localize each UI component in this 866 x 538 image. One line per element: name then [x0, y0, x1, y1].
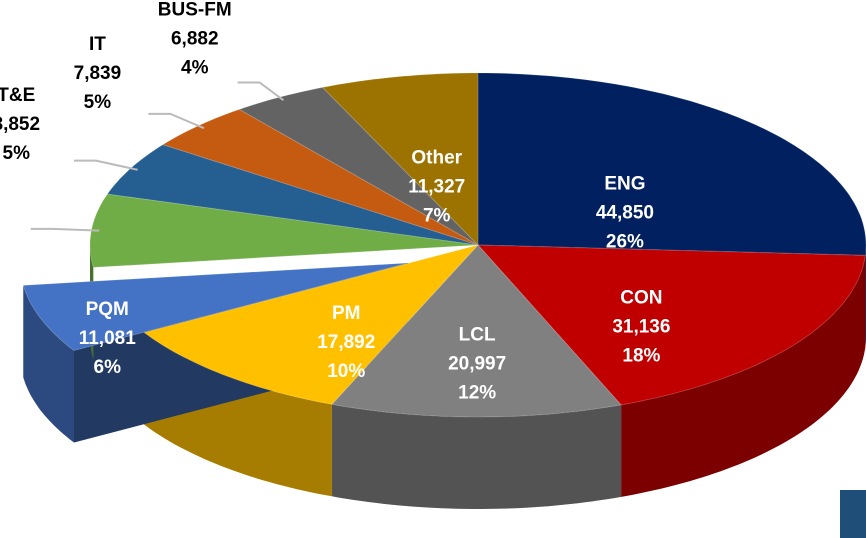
legend-fragment: [840, 490, 866, 538]
data-label: 10%: [327, 361, 365, 382]
slice: [321, 72, 479, 247]
data-label: LCL: [459, 324, 496, 345]
leader-line: [74, 159, 138, 171]
data-label: ENG: [604, 174, 645, 195]
slice: [142, 244, 480, 405]
data-label: 26%: [606, 232, 644, 253]
data-label: 7,839: [74, 63, 122, 84]
data-label: T&E: [0, 85, 35, 106]
data-label: 12%: [458, 382, 496, 403]
data-label: 5%: [3, 143, 31, 164]
slice: [22, 262, 409, 352]
data-label: BUS-FM: [158, 0, 232, 21]
slice: [330, 244, 623, 418]
slice-shade: [23, 285, 74, 443]
slice-shade: [331, 404, 622, 509]
data-label: 17,892: [317, 332, 375, 353]
data-label: 6,882: [171, 29, 219, 50]
leader-line: [148, 112, 205, 130]
data-label: IT: [89, 34, 106, 55]
data-label: 6%: [94, 357, 122, 378]
data-label: 18%: [622, 345, 660, 366]
slice-side: [621, 255, 866, 497]
slice-side: [23, 285, 74, 443]
data-label: 5%: [84, 92, 112, 113]
data-label: 31,136: [612, 316, 670, 337]
data-label: 8,852: [0, 114, 40, 135]
slice-shade: [621, 255, 866, 497]
data-label: Other: [411, 147, 462, 168]
data-label: 11,327: [408, 176, 465, 197]
data-label: 4%: [181, 58, 209, 79]
slice: [476, 244, 866, 406]
slice-side: [331, 404, 622, 509]
leader-line: [30, 227, 100, 232]
data-label: PQM: [86, 299, 129, 320]
slice: [477, 72, 866, 256]
data-label: 44,850: [596, 203, 654, 224]
leader-line: [237, 81, 285, 101]
data-label: PM: [332, 303, 361, 324]
data-label: CON: [620, 287, 662, 308]
data-label: 7%: [423, 205, 451, 226]
data-label: 20,997: [448, 353, 506, 374]
data-label: 11,081: [79, 328, 136, 349]
